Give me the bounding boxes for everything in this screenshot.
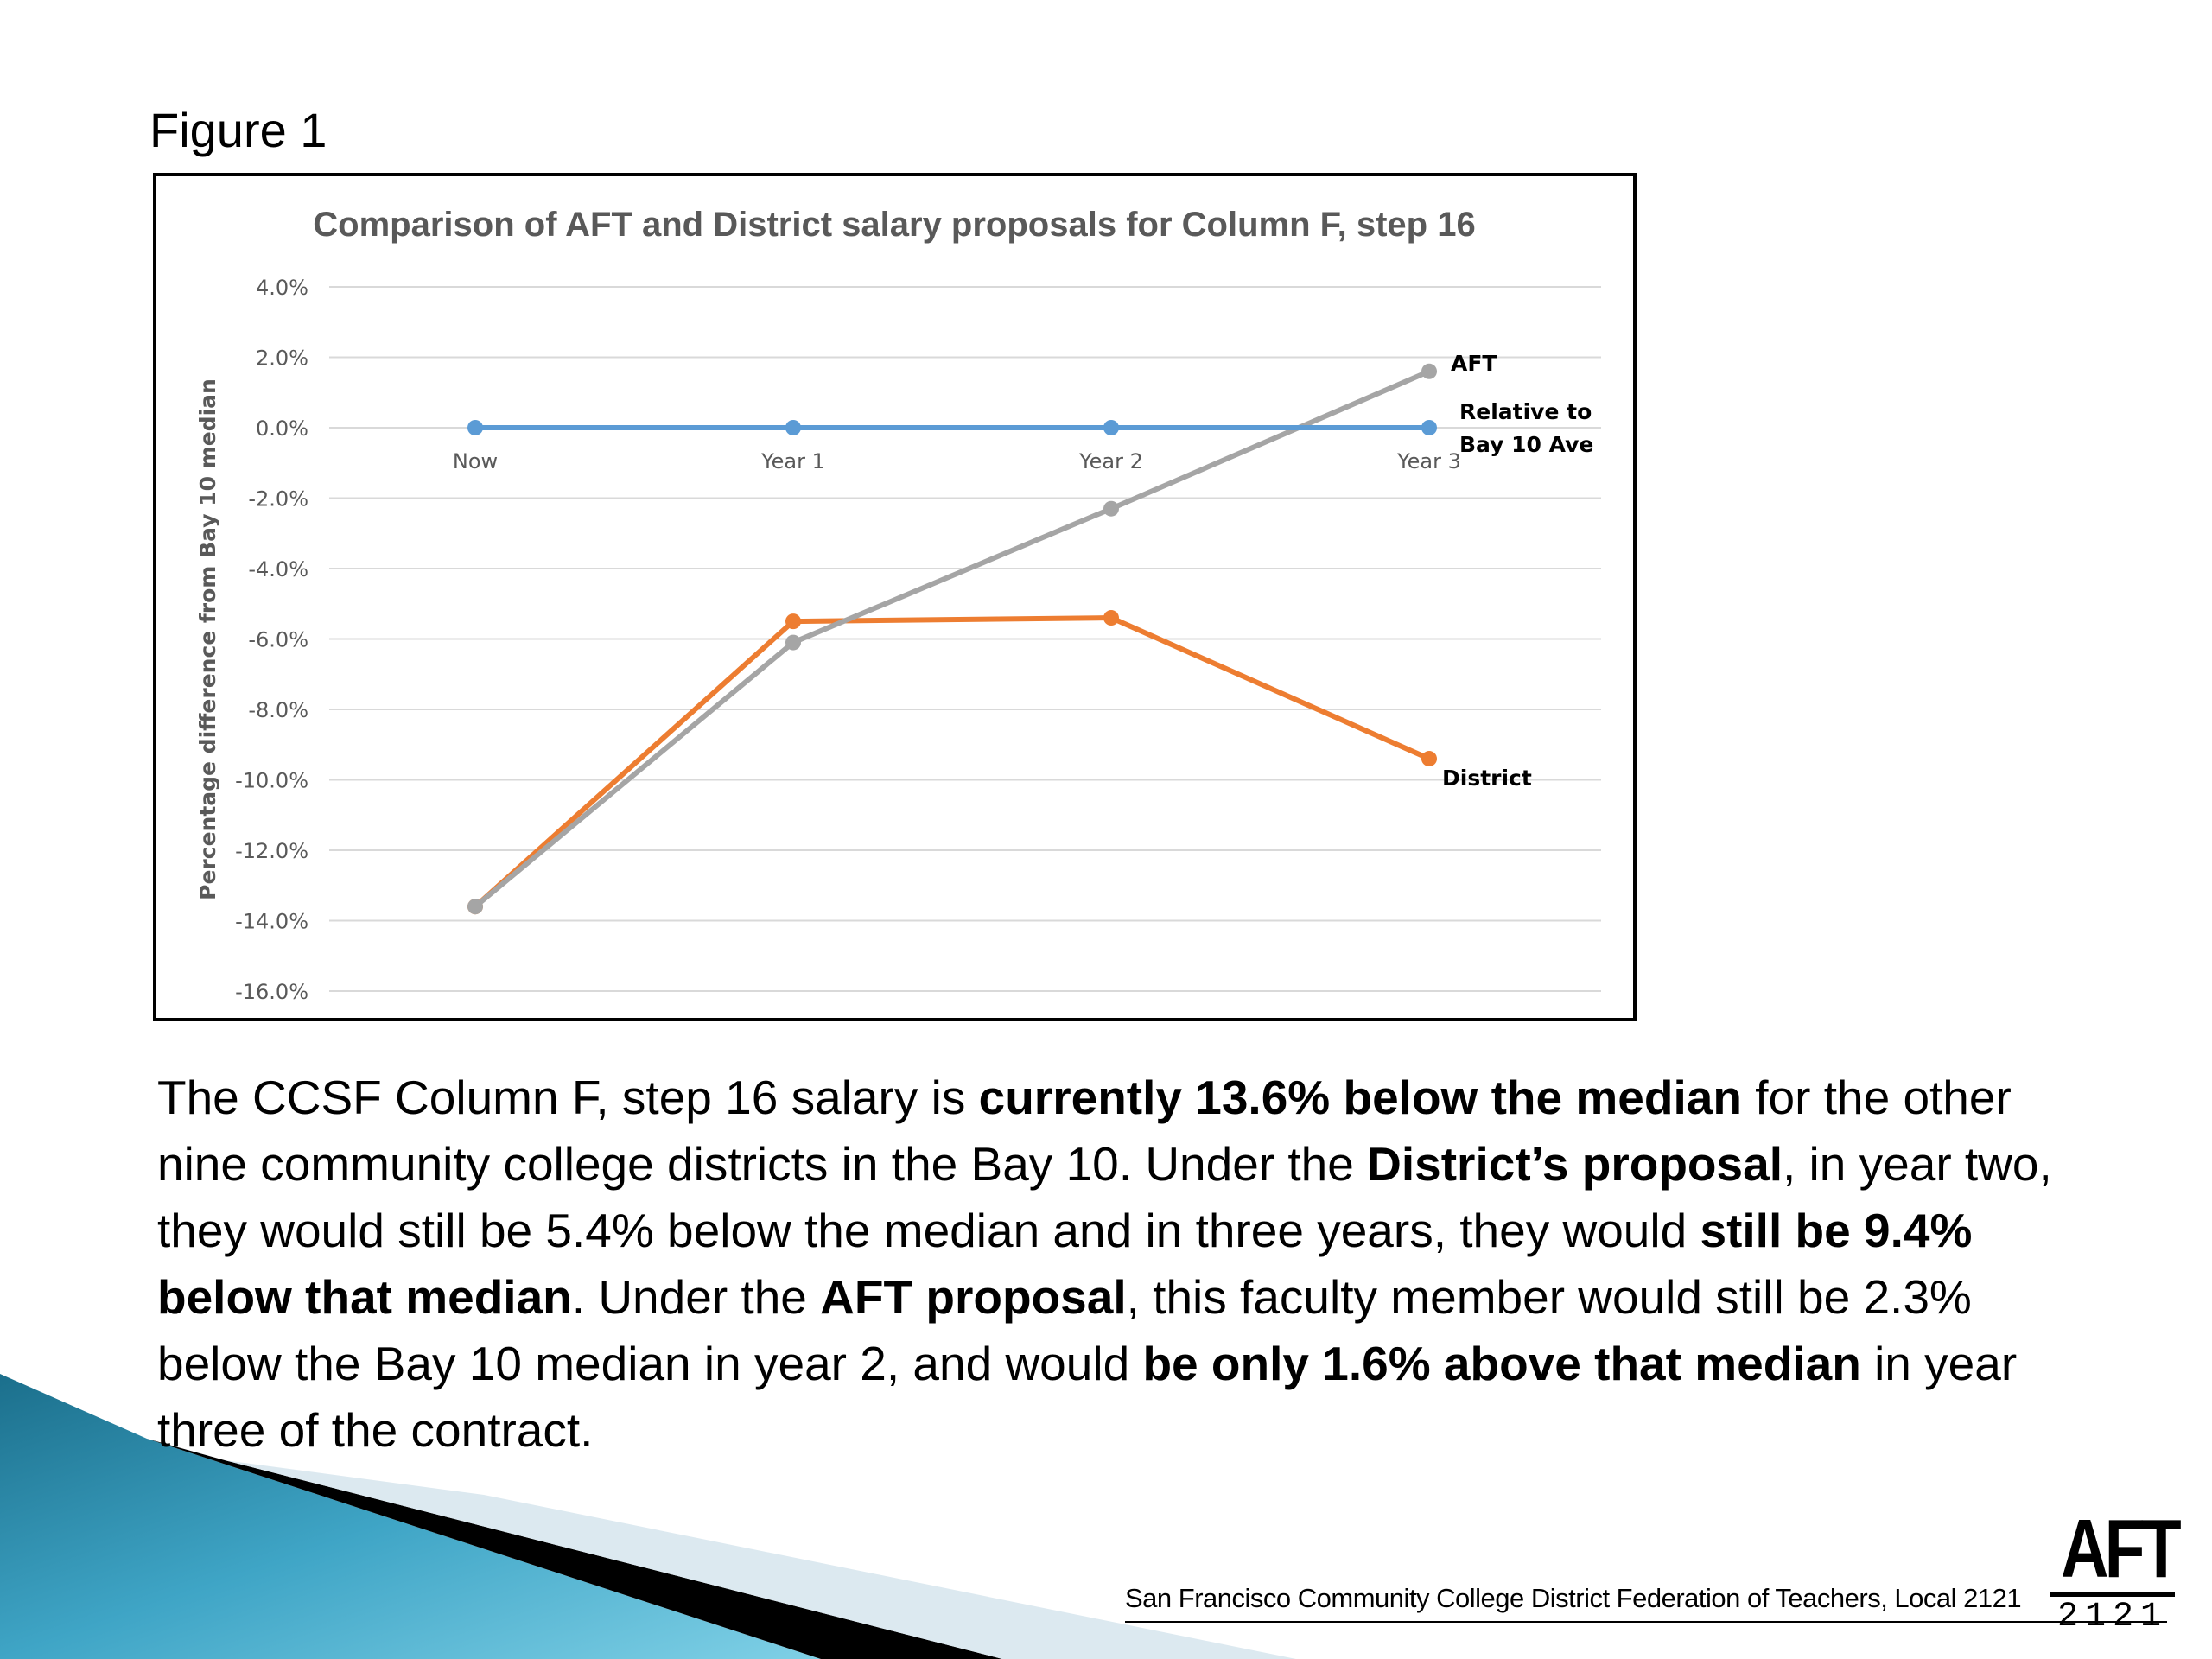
y-tick-label: -16.0%	[235, 980, 308, 1004]
x-tick-label: Year 1	[760, 449, 825, 474]
data-point	[785, 613, 801, 630]
series-line	[473, 615, 1431, 909]
body-bold-4: AFT proposal	[820, 1270, 1127, 1324]
data-point	[467, 420, 483, 435]
logo-aft-text: AFT	[2061, 1503, 2182, 1595]
x-tick-label: Now	[453, 449, 498, 474]
y-tick-label: -12.0%	[235, 839, 308, 863]
series-label: Bay 10 Ave	[1459, 432, 1593, 457]
body-paragraph: The CCSF Column F, step 16 salary is cur…	[157, 1065, 2084, 1464]
x-tick-label: Year 3	[1396, 449, 1461, 474]
data-point	[1421, 363, 1437, 379]
logo-divider	[2050, 1592, 2175, 1597]
footer-org: San Francisco Community College District…	[1125, 1583, 2022, 1613]
series-line	[474, 369, 1431, 909]
series-label: Relative to	[1459, 399, 1592, 424]
y-tick-label: 2.0%	[256, 346, 308, 371]
body-text-4: . Under the	[571, 1270, 821, 1324]
body-text-3: , in year two, they would still be 5.4% …	[157, 1137, 2052, 1257]
line-chart: Comparison of AFT and District salary pr…	[195, 206, 1601, 1004]
y-axis-label: Percentage difference from Bay 10 median	[195, 378, 220, 900]
y-tick-label: -6.0%	[248, 628, 308, 652]
body-text-1: The CCSF Column F, step 16 salary is	[157, 1071, 979, 1124]
body-text-5: , this faculty member would still be 2.3…	[157, 1270, 1972, 1390]
body-bold-1: currently 13.6% below the median	[978, 1071, 1742, 1124]
y-tick-label: 4.0%	[256, 276, 308, 300]
body-bold-5: be only 1.6% above that median	[1142, 1337, 1861, 1390]
data-point	[1421, 751, 1437, 767]
chart-title: Comparison of AFT and District salary pr…	[313, 206, 1475, 244]
data-point	[1103, 610, 1119, 626]
data-point	[785, 634, 801, 651]
data-point	[785, 420, 801, 435]
y-tick-label: 0.0%	[256, 416, 308, 441]
footer-rule	[1125, 1621, 2167, 1623]
data-point	[1103, 500, 1119, 517]
data-point	[1103, 420, 1119, 435]
body-text-2: for the other nine community college dis…	[157, 1071, 2012, 1191]
figure-label: Figure 1	[149, 103, 327, 157]
body-bold-2: District’s proposal	[1367, 1137, 1783, 1191]
aft-logo: AFT 2121	[2048, 1503, 2182, 1637]
y-tick-label: -10.0%	[235, 769, 308, 793]
y-tick-label: -8.0%	[248, 698, 308, 722]
y-tick-label: -4.0%	[248, 557, 308, 582]
chart-frame: Comparison of AFT and District salary pr…	[153, 173, 1637, 1021]
data-point	[467, 899, 483, 915]
x-tick-label: Year 2	[1078, 449, 1143, 474]
body-text-6: in year three of the contract.	[157, 1337, 2018, 1457]
y-tick-label: -2.0%	[248, 487, 308, 512]
body-bold-3: still be 9.4% below that median	[157, 1204, 1973, 1324]
series-label: AFT	[1451, 351, 1497, 376]
data-point	[1421, 420, 1437, 435]
y-tick-label: -14.0%	[235, 910, 308, 934]
logo-local-number: 2121	[2056, 1598, 2168, 1637]
series-label: District	[1442, 766, 1532, 791]
